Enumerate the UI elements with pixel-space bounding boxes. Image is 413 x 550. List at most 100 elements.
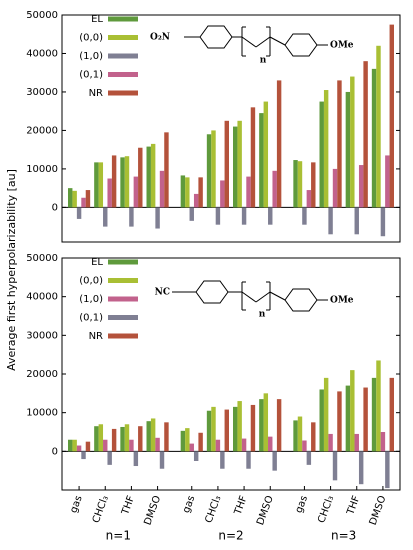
bar [107,451,112,465]
x-tick-label: CHCl₃ [91,494,111,524]
y-tick-label: 10000 [26,408,58,419]
molecule-bottom [172,280,328,312]
bar [350,76,355,208]
bar [311,422,316,452]
annotation: n [259,310,266,320]
legend-label: NR [89,331,103,342]
y-tick-label: 40000 [26,48,58,59]
y-tick-label: 10000 [26,164,58,175]
bar [237,401,242,452]
bar [246,176,251,208]
x-tick-label: DMSO [255,494,276,527]
bar [371,377,377,452]
y-tick-label: 0 [52,202,58,213]
bar [68,439,73,452]
bar [376,360,381,452]
bar [98,424,104,452]
bar [380,207,386,237]
bar [337,391,342,452]
bar [250,107,256,208]
bar [220,180,225,208]
plot-frame [61,14,401,243]
bar [103,439,108,452]
bar [293,160,298,208]
bar [363,61,368,208]
bar [363,387,368,452]
bar [129,439,134,452]
bar [319,101,324,208]
bar [380,432,386,452]
y-tick-label: 40000 [26,292,58,303]
legend-swatch [108,16,138,22]
bar [146,421,151,452]
bar [150,143,156,208]
bar [272,170,277,208]
group-label: n=2 [218,529,243,543]
bar [159,170,165,208]
legend-label: NR [89,88,103,99]
bar [371,68,377,208]
bar [241,438,247,452]
bar [81,451,86,460]
bar [389,377,394,452]
annotation: OMe [330,41,354,51]
bar [189,207,194,221]
bar [323,90,329,208]
bar [155,437,160,452]
bar [302,440,307,452]
bar [293,420,298,452]
bar [94,162,99,208]
bar [385,155,390,208]
bar [164,422,169,452]
y-axis-label: Average first hyperpolarizability [au] [5,169,18,371]
bar [185,177,190,208]
x-tick-label: DMSO [368,494,389,527]
bar [306,451,312,465]
bar [345,385,351,452]
bar [68,188,73,208]
bar [193,451,199,461]
bar [233,126,238,208]
bar [138,147,143,208]
bar [237,120,242,208]
bar [345,91,351,208]
bar [81,197,86,208]
x-tick-label: THF [120,494,137,517]
x-tick-label: DMSO [142,494,163,527]
bar [385,451,390,489]
bar [206,410,212,452]
bar [250,404,256,452]
bar [354,207,359,235]
annotation: O₂N [150,33,170,43]
bar [332,168,338,208]
annotation: OMe [330,296,354,306]
y-tick-label: 30000 [26,87,58,98]
bar [120,157,125,208]
legend-swatch [108,259,138,265]
annotation: NC [155,288,170,298]
bar [94,426,99,452]
bar [358,451,364,485]
bar [211,406,216,452]
y-tick-label: 30000 [26,330,58,341]
legend-label: EL [91,257,103,268]
bar [193,193,199,208]
x-tick-label: THF [232,494,249,517]
legend-swatch [108,35,138,40]
bar [354,433,359,452]
bar [198,432,203,452]
y-tick-label: 50000 [26,253,58,264]
bar [159,451,165,469]
bar [146,146,151,208]
bar [220,451,225,469]
legend-swatch [108,90,138,96]
bar [328,207,333,235]
bar [124,424,130,452]
bar [241,207,247,225]
x-tick-label: CHCl₃ [316,494,336,524]
bar [268,207,273,225]
y-tick-label: 20000 [26,125,58,136]
legend-swatch [108,315,138,320]
bar [164,132,169,208]
bar [76,207,82,219]
